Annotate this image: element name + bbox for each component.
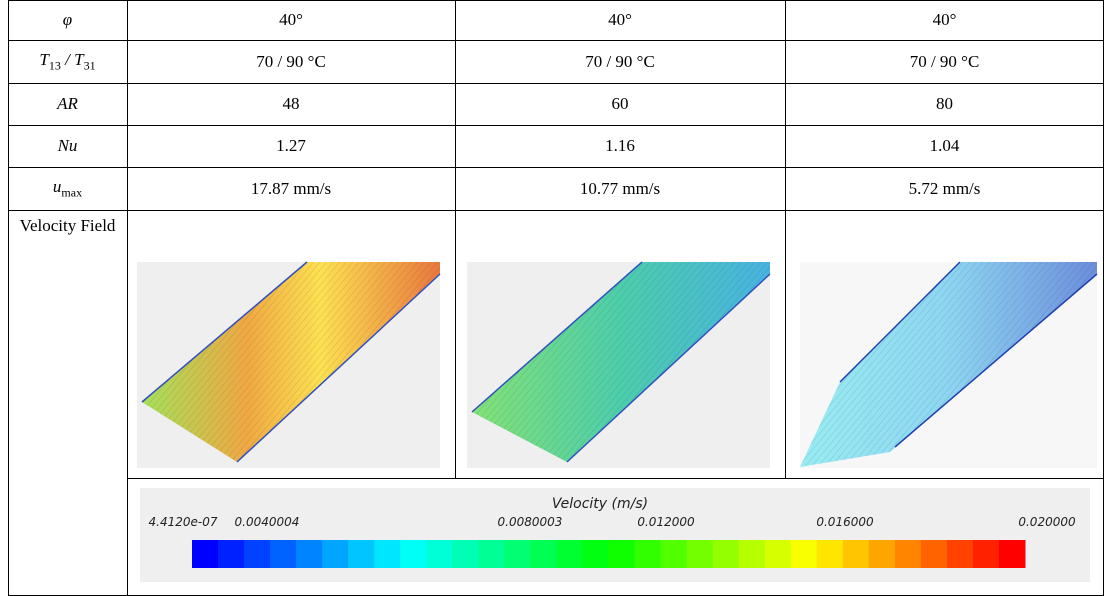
label-subscript: 31 xyxy=(84,58,96,72)
colorbar-swatch xyxy=(947,540,974,568)
colorbar-swatch xyxy=(218,540,245,568)
colorbar-swatch xyxy=(661,540,688,568)
page: Velocity (m/s) 4.4120e-07 0.0040004 0.00800… xyxy=(0,0,1107,596)
label-segment: AR xyxy=(57,94,78,113)
colorbar-swatch xyxy=(348,540,375,568)
colorbar-swatch xyxy=(713,540,740,568)
table-cell: 80 xyxy=(785,83,1104,125)
colorbar-swatch xyxy=(530,540,557,568)
colorbar-swatch xyxy=(765,540,792,568)
row-label: φ xyxy=(8,0,127,40)
label-segment: φ xyxy=(63,10,72,29)
label-segment: Velocity Field xyxy=(20,216,116,235)
colorbar-swatch xyxy=(999,540,1026,568)
label-segment: Nu xyxy=(58,136,78,155)
table-cell: 1.04 xyxy=(785,125,1104,167)
label-subscript: max xyxy=(61,185,82,199)
table-cell: 60 xyxy=(455,83,785,125)
colorbar-tick-label: 0.020000 xyxy=(1018,515,1076,529)
label-text: Velocity Field xyxy=(20,214,116,238)
row-label: T13 / T31 xyxy=(8,40,127,83)
table-cell: 70 / 90 °C xyxy=(127,40,455,83)
colorbar-swatch xyxy=(400,540,427,568)
colorbar-swatch xyxy=(244,540,271,568)
label-text: φ xyxy=(63,10,72,30)
colorbar-swatch xyxy=(296,540,323,568)
row-label: AR xyxy=(8,83,127,125)
table-cell: 1.27 xyxy=(127,125,455,167)
label-segment: / xyxy=(61,50,74,69)
colorbar-swatch xyxy=(322,540,349,568)
table-cell: 1.16 xyxy=(455,125,785,167)
velocity-image xyxy=(800,262,1097,468)
colorbar-swatch xyxy=(270,540,297,568)
table-cell: 10.77 mm/s xyxy=(455,167,785,210)
colorbar-swatch xyxy=(452,540,479,568)
colorbar-swatch xyxy=(817,540,844,568)
colorbar-tick-label: 0.0080003 xyxy=(498,515,563,529)
table-cell: 40° xyxy=(785,0,1104,40)
colorbar-swatch xyxy=(739,540,766,568)
velocity-image xyxy=(137,262,440,468)
table-cell: 40° xyxy=(127,0,455,40)
label-segment: T xyxy=(74,50,83,69)
colorbar-swatch xyxy=(921,540,948,568)
colorbar-swatch xyxy=(843,540,870,568)
label-text: T13 / T31 xyxy=(39,50,95,73)
label-subscript: 13 xyxy=(49,58,61,72)
colorbar-swatch xyxy=(791,540,818,568)
row-label: umax xyxy=(8,167,127,210)
label-text: Nu xyxy=(58,136,78,156)
colorbar-swatch xyxy=(687,540,714,568)
velocity-image xyxy=(467,262,770,468)
row-label: Velocity Field xyxy=(8,210,127,270)
row-label: Nu xyxy=(8,125,127,167)
table-cell: 70 / 90 °C xyxy=(455,40,785,83)
colorbar-swatch xyxy=(504,540,531,568)
colorbar-swatch xyxy=(426,540,453,568)
table-cell: 5.72 mm/s xyxy=(785,167,1104,210)
colorbar-tick-label: 0.0040004 xyxy=(235,515,300,529)
table-cell: 70 / 90 °C xyxy=(785,40,1104,83)
colorbar-title: Velocity (m/s) xyxy=(552,496,648,512)
colorbar-swatch xyxy=(869,540,896,568)
colorbar-tick-label: 4.4120e-07 xyxy=(149,515,218,529)
colorbar-swatch xyxy=(895,540,922,568)
label-text: AR xyxy=(57,94,78,114)
colorbar-tick-label: 0.012000 xyxy=(637,515,695,529)
colorbar-swatch xyxy=(478,540,505,568)
colorbar-swatch xyxy=(374,540,401,568)
colorbar-swatch xyxy=(609,540,636,568)
colorbar-tick-label: 0.016000 xyxy=(816,515,874,529)
colorbar-swatch xyxy=(635,540,662,568)
label-text: umax xyxy=(53,177,82,200)
colorbar-swatch xyxy=(556,540,583,568)
table-cell: 40° xyxy=(455,0,785,40)
colorbar-swatch xyxy=(192,540,219,568)
colorbar-swatch xyxy=(582,540,609,568)
colorbar-swatch xyxy=(973,540,1000,568)
table-cell: 17.87 mm/s xyxy=(127,167,455,210)
label-segment: T xyxy=(39,50,48,69)
table-cell: 48 xyxy=(127,83,455,125)
